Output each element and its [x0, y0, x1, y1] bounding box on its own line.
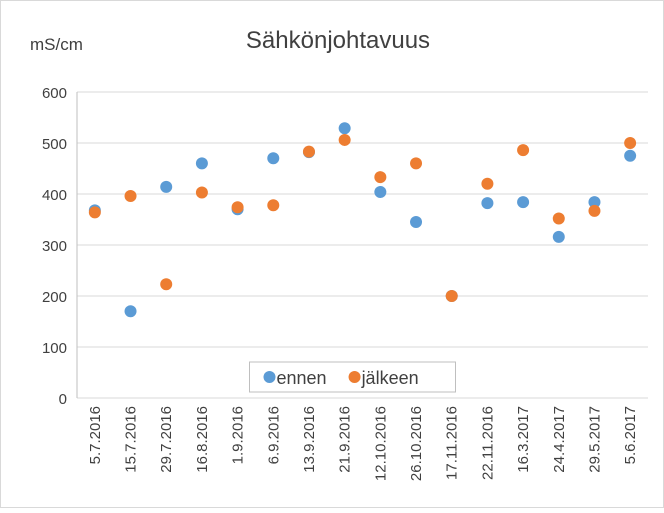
point	[481, 197, 494, 210]
x-tick-label: 13.9.2016	[301, 406, 318, 473]
y-tick-label: 100	[42, 340, 67, 357]
y-tick-label: 600	[42, 85, 67, 102]
legend-marker	[263, 371, 276, 383]
x-tick-label: 6.9.2016	[265, 406, 282, 464]
point	[338, 133, 351, 146]
point	[267, 152, 280, 165]
x-tick-label: 26.10.2016	[408, 406, 425, 481]
point	[517, 144, 530, 157]
x-tick-label: 24.4.2017	[551, 406, 568, 473]
point	[124, 305, 137, 318]
point	[124, 190, 137, 203]
x-tick-label: 15.7.2016	[123, 406, 140, 473]
y-tick-label: 400	[42, 187, 67, 204]
y-tick-label: 0	[59, 391, 67, 408]
point	[588, 196, 601, 209]
x-tick-label: 16.3.2017	[515, 406, 532, 473]
point	[445, 290, 458, 302]
x-tick-label: 22.11.2016	[479, 406, 496, 480]
point	[88, 206, 101, 219]
point	[588, 204, 601, 217]
y-tick-label: 300	[42, 238, 67, 255]
point	[231, 201, 244, 214]
point	[338, 122, 351, 135]
point	[410, 157, 423, 170]
point	[267, 199, 280, 212]
x-tick-label: 1.9.2016	[230, 406, 247, 464]
y-tick-label: 500	[42, 136, 67, 153]
point	[160, 278, 173, 291]
point	[195, 186, 208, 199]
x-tick-label: 5.6.2017	[622, 406, 639, 464]
x-tick-label: 17.11.2016	[444, 406, 461, 480]
point	[374, 171, 387, 184]
point	[195, 157, 208, 170]
y-tick-label: 200	[42, 289, 67, 306]
legend-marker	[348, 371, 361, 383]
point	[374, 185, 387, 198]
point	[302, 145, 315, 158]
legend-label: jälkeen	[361, 368, 419, 388]
x-tick-label: 21.9.2016	[337, 406, 354, 473]
x-tick-label: 12.10.2016	[372, 406, 389, 481]
x-tick-label: 16.8.2016	[194, 406, 211, 473]
point	[517, 196, 530, 209]
point	[552, 212, 565, 225]
x-tick-label: 29.5.2017	[586, 406, 603, 473]
y-axis-label: mS/cm	[30, 35, 83, 54]
point	[481, 177, 494, 190]
point	[624, 137, 637, 149]
point	[552, 230, 565, 243]
point	[410, 216, 423, 229]
chart-title: Sähkönjohtavuus	[246, 27, 430, 54]
legend-label: ennen	[277, 368, 327, 388]
legend-box	[249, 361, 456, 393]
x-tick-label: 5.7.2016	[87, 406, 104, 464]
point	[624, 149, 637, 162]
point	[160, 180, 173, 193]
x-tick-label: 29.7.2016	[158, 406, 175, 473]
